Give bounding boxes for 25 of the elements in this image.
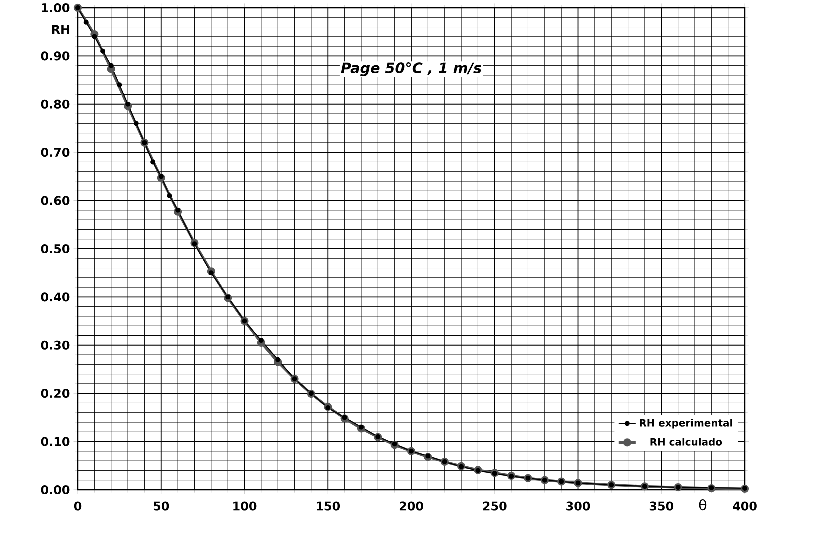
x-tick-label: 200 xyxy=(400,502,424,511)
legend-label: RH calculado xyxy=(650,438,722,446)
y-tick-label: 0.30 xyxy=(41,340,70,350)
x-tick-label: 300 xyxy=(566,502,590,511)
y-axis-title: RH xyxy=(52,25,70,34)
x-tick-label: 0 xyxy=(74,502,82,511)
y-tick-label: 0.10 xyxy=(41,437,70,446)
y-tick-label: 0.90 xyxy=(41,52,70,61)
y-tick-label: 0.60 xyxy=(41,196,70,206)
x-tick-label: 100 xyxy=(234,502,257,511)
y-tick-label: 0.00 xyxy=(41,485,70,495)
x-tick-label: 50 xyxy=(154,502,170,511)
x-tick-label: 150 xyxy=(317,502,340,511)
y-tick-label: 0.20 xyxy=(41,389,70,398)
x-tick-label: 250 xyxy=(483,502,507,511)
y-tick-label: 0.40 xyxy=(41,292,70,302)
x-tick-label: 350 xyxy=(650,502,674,511)
x-axis-title: θ xyxy=(699,499,707,511)
x-tick-label: 400 xyxy=(733,502,757,511)
legend-label: RH experimental xyxy=(640,419,732,429)
text: Page 50°C , 1 m/s xyxy=(341,62,482,76)
y-tick-label: 0.80 xyxy=(41,100,70,109)
y-tick-label: 1.00 xyxy=(42,3,70,13)
y-tick-label: 0.50 xyxy=(41,244,70,254)
y-tick-label: 0.70 xyxy=(41,148,70,158)
